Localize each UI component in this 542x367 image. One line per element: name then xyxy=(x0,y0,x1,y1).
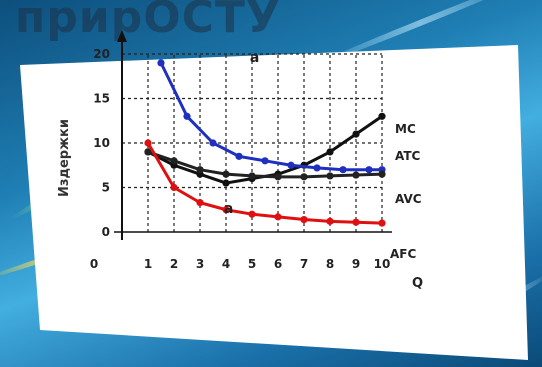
data-point-atc xyxy=(261,157,269,165)
data-point-atc xyxy=(183,112,191,120)
series-line-afc xyxy=(146,142,383,225)
series-line-atc xyxy=(159,62,382,172)
annotation-label: a xyxy=(224,201,233,217)
y-tick-label: 5 xyxy=(102,181,110,195)
annotation-label: a xyxy=(250,50,259,66)
y-tick-label: 0 xyxy=(102,225,110,239)
x-axis-label: Q xyxy=(412,276,423,291)
x-tick-label: 8 xyxy=(326,257,334,271)
y-axis-arrow xyxy=(117,30,127,42)
x-tick-label: 6 xyxy=(274,257,282,271)
data-point-afc xyxy=(196,199,204,207)
data-point-mc xyxy=(222,179,230,187)
y-axis-label: Издержки xyxy=(57,119,72,197)
data-point-atc xyxy=(235,152,243,160)
data-point-afc xyxy=(222,206,230,214)
chart-card xyxy=(20,45,528,360)
data-point-atc xyxy=(313,164,321,172)
series-line-avc xyxy=(147,150,383,179)
data-point-mc xyxy=(378,112,386,120)
data-point-avc xyxy=(352,171,360,179)
data-point-avc xyxy=(170,157,178,165)
series-label-avc: AVC xyxy=(395,192,422,206)
x-tick-label: 0 xyxy=(90,257,98,271)
x-tick-label: 1 xyxy=(144,257,152,271)
series-label-afc: AFC xyxy=(390,247,416,261)
data-point-afc xyxy=(170,183,178,192)
data-point-afc xyxy=(352,218,360,226)
x-tick-label: 10 xyxy=(374,257,391,271)
x-tick-label: 7 xyxy=(300,257,308,271)
data-point-atc xyxy=(287,161,295,169)
series-label-mc: MC xyxy=(395,122,416,136)
data-point-avc xyxy=(222,170,230,178)
data-point-afc xyxy=(274,213,282,221)
data-point-avc xyxy=(378,170,386,178)
x-tick-label: 4 xyxy=(222,257,230,271)
data-point-avc xyxy=(274,173,282,181)
data-point-atc xyxy=(157,59,165,67)
x-tick-label: 3 xyxy=(196,257,204,271)
data-point-atc xyxy=(365,166,373,174)
data-point-afc xyxy=(144,139,152,147)
x-tick-label: 9 xyxy=(352,257,360,271)
data-point-afc xyxy=(326,217,334,225)
data-point-mc xyxy=(326,148,334,156)
data-point-avc xyxy=(196,166,204,174)
background-title: прирОСТУ xyxy=(15,0,281,43)
data-point-mc xyxy=(352,130,360,138)
data-point-atc xyxy=(209,139,217,147)
data-point-avc xyxy=(144,148,152,156)
series-label-atc: ATC xyxy=(395,149,421,163)
data-point-afc xyxy=(300,215,308,224)
data-point-avc xyxy=(300,173,308,181)
data-point-afc xyxy=(248,210,256,218)
y-tick-label: 15 xyxy=(93,92,110,106)
y-tick-label: 20 xyxy=(93,47,110,61)
y-tick-label: 10 xyxy=(93,136,110,150)
data-point-atc xyxy=(339,166,347,174)
data-point-afc xyxy=(378,219,386,227)
data-point-avc xyxy=(326,172,334,180)
data-point-avc xyxy=(248,172,256,180)
x-tick-label: 2 xyxy=(170,257,178,271)
plot-area: 0 5 10 15 20 0 1 2 3 4 5 6 7 8 9 10 Q MC ATC AVC AFC a a xyxy=(90,30,423,291)
x-tick-label: 5 xyxy=(248,257,256,271)
